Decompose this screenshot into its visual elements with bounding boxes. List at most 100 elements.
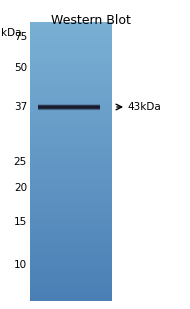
Bar bbox=[30, 46, 112, 48]
Bar bbox=[30, 54, 112, 56]
Bar bbox=[30, 74, 112, 75]
Bar bbox=[38, 107, 100, 108]
Bar bbox=[30, 31, 112, 33]
Bar bbox=[30, 187, 112, 188]
Text: 43kDa: 43kDa bbox=[127, 102, 161, 112]
Bar bbox=[30, 86, 112, 87]
Bar bbox=[30, 84, 112, 86]
Bar bbox=[30, 269, 112, 270]
Bar bbox=[30, 148, 112, 150]
Bar bbox=[30, 206, 112, 208]
Bar bbox=[38, 104, 100, 105]
Bar bbox=[30, 23, 112, 24]
Bar bbox=[30, 159, 112, 161]
Bar bbox=[30, 77, 112, 78]
Bar bbox=[30, 128, 112, 129]
Bar bbox=[30, 48, 112, 49]
Bar bbox=[30, 255, 112, 256]
Bar bbox=[30, 162, 112, 163]
Bar bbox=[30, 89, 112, 90]
Bar bbox=[30, 151, 112, 152]
Bar bbox=[30, 67, 112, 69]
Bar bbox=[30, 78, 112, 79]
Bar bbox=[30, 61, 112, 62]
Bar bbox=[30, 98, 112, 99]
Bar bbox=[30, 241, 112, 242]
Bar bbox=[30, 52, 112, 53]
Bar bbox=[30, 244, 112, 246]
Bar bbox=[30, 297, 112, 298]
Bar bbox=[30, 174, 112, 176]
Bar bbox=[30, 158, 112, 160]
Bar bbox=[38, 108, 100, 109]
Bar bbox=[30, 99, 112, 100]
Bar bbox=[30, 150, 112, 151]
Bar bbox=[30, 105, 112, 107]
Bar bbox=[30, 78, 112, 80]
Bar bbox=[30, 65, 112, 66]
Bar bbox=[30, 102, 112, 103]
Bar bbox=[30, 294, 112, 296]
Bar bbox=[30, 40, 112, 42]
Bar bbox=[38, 110, 100, 111]
Bar bbox=[30, 210, 112, 212]
Bar bbox=[30, 295, 112, 297]
Bar bbox=[30, 39, 112, 40]
Bar bbox=[38, 109, 100, 110]
Bar bbox=[30, 156, 112, 158]
Bar bbox=[30, 153, 112, 154]
Bar bbox=[30, 42, 112, 44]
Bar bbox=[30, 90, 112, 91]
Bar bbox=[30, 193, 112, 195]
Bar bbox=[30, 116, 112, 118]
Bar bbox=[30, 49, 112, 50]
Bar bbox=[30, 209, 112, 211]
Bar bbox=[30, 193, 112, 194]
Bar bbox=[30, 230, 112, 231]
Bar bbox=[30, 96, 112, 98]
Bar bbox=[30, 161, 112, 163]
Bar bbox=[30, 211, 112, 213]
Bar bbox=[30, 221, 112, 223]
Bar bbox=[30, 292, 112, 293]
Bar bbox=[30, 285, 112, 287]
Bar bbox=[30, 231, 112, 232]
Bar bbox=[30, 29, 112, 31]
Bar bbox=[30, 115, 112, 116]
Bar bbox=[30, 154, 112, 156]
Bar bbox=[30, 79, 112, 81]
Bar bbox=[30, 259, 112, 261]
Text: 75: 75 bbox=[14, 32, 27, 42]
Bar bbox=[30, 199, 112, 201]
Bar bbox=[30, 56, 112, 58]
Bar bbox=[30, 267, 112, 268]
Bar bbox=[30, 170, 112, 172]
Bar bbox=[30, 80, 112, 82]
Bar bbox=[30, 91, 112, 93]
Bar bbox=[30, 281, 112, 283]
Bar bbox=[30, 157, 112, 159]
Bar bbox=[30, 212, 112, 214]
Bar bbox=[30, 191, 112, 192]
Bar bbox=[30, 263, 112, 265]
Bar bbox=[30, 235, 112, 237]
Bar bbox=[38, 109, 100, 110]
Bar bbox=[30, 166, 112, 167]
Bar bbox=[30, 149, 112, 150]
Bar bbox=[38, 105, 100, 106]
Bar bbox=[30, 222, 112, 224]
Bar bbox=[30, 137, 112, 138]
Bar bbox=[30, 282, 112, 284]
Bar bbox=[30, 224, 112, 226]
Bar bbox=[30, 141, 112, 142]
Bar bbox=[30, 274, 112, 276]
Bar bbox=[30, 194, 112, 196]
Bar bbox=[30, 104, 112, 105]
Bar bbox=[30, 57, 112, 59]
Bar bbox=[30, 240, 112, 241]
Bar bbox=[30, 229, 112, 230]
Bar bbox=[30, 104, 112, 106]
Bar bbox=[30, 60, 112, 61]
Bar bbox=[30, 248, 112, 250]
Bar bbox=[30, 58, 112, 60]
